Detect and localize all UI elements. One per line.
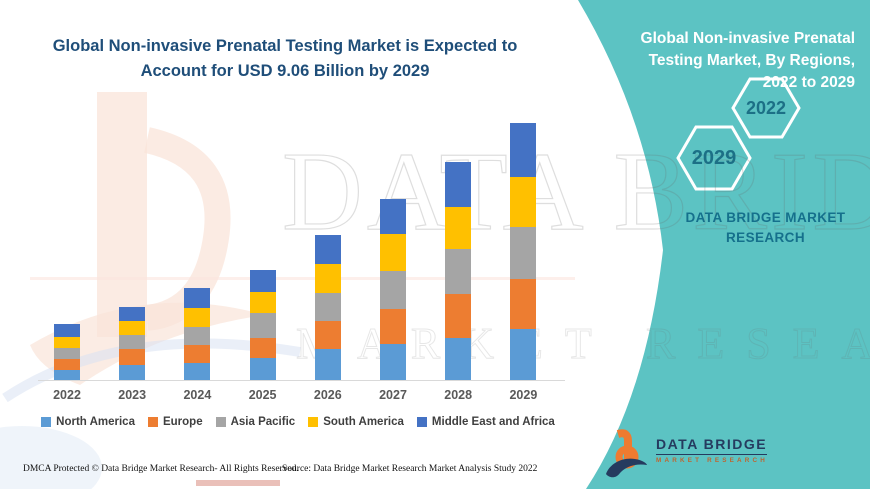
- bar-segment-2023-north-america: [119, 365, 146, 380]
- bar-segment-2026-south-america: [314, 264, 341, 293]
- hexagon-2029-label: 2029: [691, 147, 737, 169]
- x-axis-label-2025: 2025: [248, 388, 277, 402]
- bar-segment-2026-asia-pacific: [314, 293, 341, 321]
- x-axis-label-2028: 2028: [444, 388, 473, 402]
- legend-label-north-america: North America: [56, 416, 135, 428]
- side-panel-heading: Global Non-invasive Prenatal Testing Mar…: [600, 28, 855, 94]
- logo-name-text: DATA BRIDGE: [656, 436, 768, 455]
- bar-segment-2025-asia-pacific: [249, 313, 276, 338]
- bar-segment-2024-north-america: [184, 363, 211, 380]
- bar-segment-2028-north-america: [445, 338, 472, 380]
- bar-segment-2029-europe: [510, 279, 537, 329]
- bar-segment-2022-asia-pacific: [54, 348, 80, 359]
- logo-b-stem: [616, 429, 632, 462]
- bar-segment-2027-europe: [380, 309, 406, 344]
- brand-line2: RESEARCH: [726, 230, 805, 245]
- bar-segment-2026-middle-east-and-africa: [314, 235, 341, 264]
- side-heading-line1: Global Non-invasive Prenatal: [640, 30, 855, 47]
- bar-segment-2025-north-america: [249, 358, 276, 380]
- bar-segment-2025-middle-east-and-africa: [249, 270, 276, 292]
- bar-segment-2022-middle-east-and-africa: [54, 324, 80, 337]
- legend-swatch-north-america: [41, 417, 52, 427]
- bar-segment-2024-asia-pacific: [184, 327, 211, 345]
- bar-segment-2027-middle-east-and-africa: [380, 199, 406, 234]
- chart-legend: North America Europe Asia Pacific South Ame…: [28, 416, 568, 428]
- x-axis-line: [38, 380, 565, 381]
- legend-label-middle-east-and-africa: Middle East and Africa: [431, 416, 555, 428]
- page-title-line1: Global Non-invasive Prenatal Testing Mar…: [52, 37, 518, 55]
- legend-item-europe: Europe: [147, 416, 203, 428]
- logo-swoosh: [606, 458, 647, 478]
- x-axis-label-2029: 2029: [509, 388, 538, 402]
- bar-segment-2028-asia-pacific: [445, 249, 472, 294]
- x-axis-label-2022: 2022: [53, 388, 81, 402]
- bar-segment-2029-asia-pacific: [510, 227, 537, 279]
- bar-segment-2026-europe: [314, 321, 341, 349]
- bar-segment-2024-middle-east-and-africa: [184, 288, 211, 308]
- dmca-notice: DMCA Protected © Data Bridge Market Rese…: [23, 464, 299, 474]
- bar-segment-2023-europe: [119, 349, 146, 365]
- logo-sub-text: MARKET RESEARCH: [656, 457, 769, 464]
- hexagon-2022-label: 2022: [745, 98, 787, 118]
- bar-segment-2028-middle-east-and-africa: [445, 162, 472, 207]
- bar-segment-2027-asia-pacific: [380, 271, 406, 309]
- source-note: Source: Data Bridge Market Research Mark…: [282, 464, 538, 474]
- bar-segment-2022-europe: [54, 359, 80, 370]
- legend-label-europe: Europe: [162, 416, 203, 428]
- legend-item-middle-east-and-africa: Middle East and Africa: [416, 416, 555, 428]
- company-logo: DATA BRIDGE MARKET RESEARCH: [601, 428, 768, 480]
- bar-segment-2024-south-america: [184, 308, 211, 327]
- bar-segment-2029-south-america: [510, 177, 537, 227]
- company-logo-icon: [606, 429, 647, 478]
- bar-segment-2023-asia-pacific: [119, 335, 146, 349]
- legend-swatch-europe: [147, 417, 158, 427]
- bar-segment-2028-south-america: [445, 207, 472, 249]
- side-heading-line3: 2022 to 2029: [762, 74, 855, 91]
- bar-segment-2023-south-america: [119, 321, 146, 335]
- bar-segment-2024-europe: [184, 345, 211, 363]
- legend-label-asia-pacific: Asia Pacific: [230, 416, 296, 428]
- x-axis-label-2026: 2026: [313, 388, 342, 402]
- bar-segment-2025-europe: [249, 338, 276, 358]
- legend-item-asia-pacific: Asia Pacific: [215, 416, 296, 428]
- bar-segment-2023-middle-east-and-africa: [119, 307, 146, 321]
- legend-item-north-america: North America: [41, 416, 135, 428]
- page-title-line2: Account for USD 9.06 Billion by 2029: [140, 62, 430, 80]
- bar-segment-2022-north-america: [54, 370, 80, 380]
- side-heading-line2: Testing Market, By Regions,: [648, 52, 855, 69]
- bar-segment-2028-europe: [445, 294, 472, 338]
- legend-swatch-asia-pacific: [215, 417, 226, 427]
- x-axis-label-2023: 2023: [118, 388, 147, 402]
- x-axis-label-2027: 2027: [379, 388, 407, 402]
- page-title: Global Non-invasive Prenatal Testing Mar…: [45, 34, 525, 84]
- watermark-text-databridge: DATA BRIDGE: [281, 129, 870, 254]
- bar-segment-2027-south-america: [380, 234, 406, 271]
- bar-segment-2029-middle-east-and-africa: [510, 123, 537, 177]
- brand-line1: DATA BRIDGE MARKET: [685, 210, 846, 225]
- brand-wordmark: DATA BRIDGE MARKET RESEARCH: [668, 208, 863, 248]
- bar-segment-2027-north-america: [380, 344, 406, 380]
- legend-swatch-middle-east-and-africa: [416, 417, 427, 427]
- legend-label-south-america: South America: [323, 416, 404, 428]
- bar-segment-2022-south-america: [54, 337, 80, 348]
- bar-segment-2026-north-america: [314, 349, 341, 380]
- bar-segment-2025-south-america: [249, 292, 276, 313]
- legend-item-south-america: South America: [308, 416, 404, 428]
- bar-segment-2029-north-america: [510, 329, 537, 380]
- x-axis-label-2024: 2024: [183, 388, 212, 402]
- legend-swatch-south-america: [308, 417, 319, 427]
